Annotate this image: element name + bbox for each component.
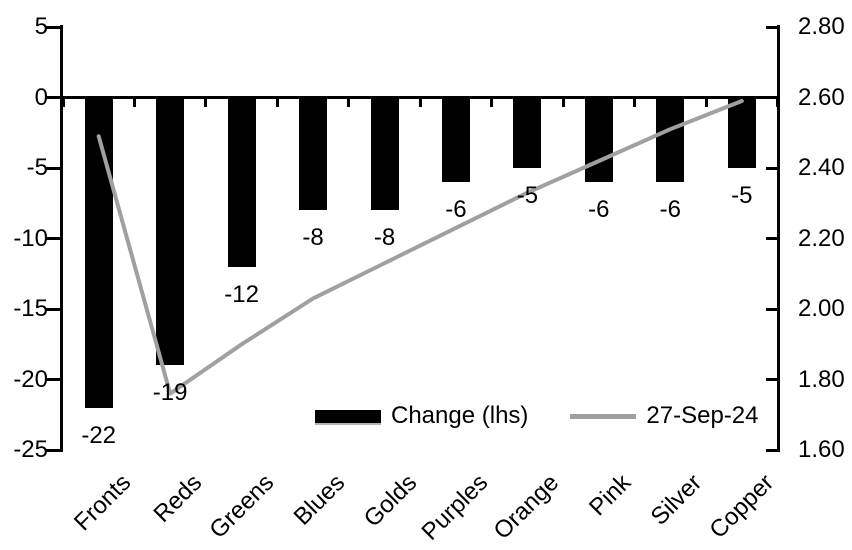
x-axis-tick [776,99,779,107]
right-axis-tick [766,448,778,452]
right-axis-line [777,25,780,452]
bar-value-label: -8 [373,224,396,252]
left-axis-tick-label: -25 [13,436,48,463]
bar-silver [656,97,685,183]
bar-value-label: -5 [731,182,753,209]
bar-value-label: -22 [81,421,117,449]
bar-reds [156,97,185,366]
line-series-27-sep-24 [96,99,744,396]
left-axis-tick [45,25,61,29]
legend-bar-swatch [315,409,381,423]
legend: Change (lhs) 27-Sep-24 [315,402,758,430]
right-axis-tick [766,166,778,170]
right-axis-tick-label: 2.60 [798,83,845,111]
left-axis-tick [45,237,61,240]
x-axis-tick [275,99,279,107]
right-axis-tick [766,237,778,240]
legend-line-swatch [570,413,637,419]
x-axis-tick [633,99,637,107]
right-axis-tick-label: 2.20 [798,224,845,252]
bar-blues [299,97,328,211]
bar-value-label: -12 [224,280,259,308]
bar-greens [227,97,256,267]
bar-golds [370,97,399,211]
bar-value-label: -19 [152,379,188,407]
left-axis-tick-label: -15 [13,295,48,322]
bar-value-label: -5 [516,182,539,209]
left-axis-line [60,25,63,452]
x-axis-tick [704,99,708,107]
bar-pink [584,97,613,183]
x-axis-tick [132,99,136,107]
left-axis-tick-label: 0 [34,83,48,111]
right-axis-tick-label: 2.40 [798,154,845,181]
x-axis-tick [561,99,565,107]
right-axis-tick-label: 1.80 [798,365,845,393]
bar-copper [727,97,756,168]
x-axis-tick [61,99,65,107]
x-axis-tick [418,99,422,107]
left-axis-tick-label: 5 [34,13,48,40]
right-axis-tick-label: 2.00 [798,295,845,322]
right-axis-tick [766,25,778,29]
left-axis-tick-label: -20 [13,365,48,393]
left-axis-tick [45,307,61,311]
bar-value-label: -6 [445,196,467,224]
bar-value-label: -6 [659,196,681,224]
bar-value-label: -8 [302,224,324,252]
left-axis-tick [45,378,61,381]
bar-purples [441,97,470,183]
bar-fronts [84,97,113,408]
zero-baseline [60,96,780,99]
left-axis-tick [45,166,61,170]
right-axis-tick [766,307,778,311]
right-axis-tick-label: 2.80 [798,13,845,40]
right-axis-tick-label: 1.60 [798,436,845,463]
x-axis-tick [347,99,351,107]
right-axis-tick [766,378,778,381]
bar-value-label: -6 [588,196,610,224]
left-axis-tick-label: -5 [26,154,48,181]
legend-label-change: Change (lhs) [391,402,529,429]
x-axis-tick [490,99,494,107]
legend-label-date: 27-Sep-24 [646,402,759,429]
bar-orange [513,97,542,168]
x-axis-tick [204,99,208,107]
left-axis-tick [45,448,61,452]
left-axis-tick [45,96,61,99]
left-axis-tick-label: -10 [13,224,48,252]
